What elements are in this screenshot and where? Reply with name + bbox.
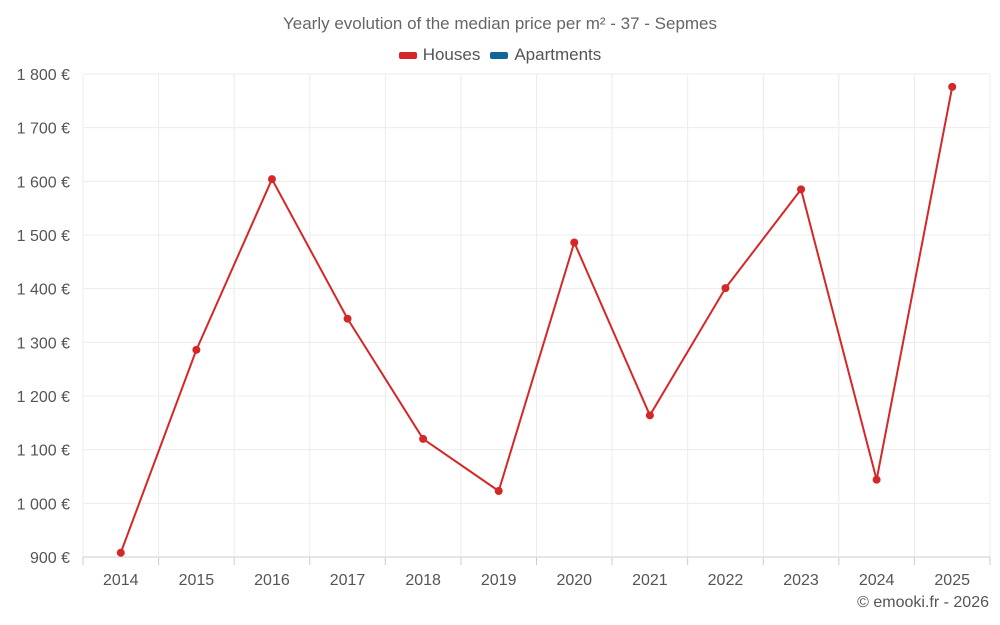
series-line-houses [119, 86, 954, 554]
y-tick-label: 1 300 € [17, 335, 70, 352]
data-point-houses [872, 475, 881, 484]
legend-item-apartments[interactable]: Apartments [490, 45, 601, 65]
x-tick-label: 2015 [179, 572, 215, 589]
data-point-houses [419, 434, 428, 443]
data-point-houses [494, 486, 503, 495]
legend-swatch-apartments [490, 51, 509, 59]
x-tick-label: 2014 [103, 572, 139, 589]
chart-title: Yearly evolution of the median price per… [282, 14, 718, 33]
x-tick-label: 2023 [783, 572, 819, 589]
y-tick-label: 1 700 € [17, 121, 70, 138]
data-point-houses [343, 314, 352, 323]
data-point-houses [645, 411, 654, 420]
legend-label-apartments: Apartments [514, 45, 602, 64]
y-tick-label: 1 600 € [17, 174, 70, 191]
y-tick-label: 1 200 € [17, 389, 70, 406]
x-tick-label: 2020 [556, 572, 592, 589]
credit-text: © emooki.fr - 2026 [857, 594, 989, 611]
data-point-houses [797, 185, 806, 194]
y-tick-label: 1 500 € [17, 228, 70, 245]
legend-item-houses[interactable]: Houses [398, 45, 481, 65]
y-tick-label: 1 800 € [17, 67, 70, 84]
y-tick-label: 1 400 € [17, 282, 70, 299]
x-tick-label: 2025 [934, 572, 970, 589]
legend-swatch-houses [398, 51, 417, 59]
x-tick-label: 2016 [254, 572, 290, 589]
data-point-houses [116, 548, 125, 557]
data-point-houses [192, 345, 201, 354]
x-tick-label: 2022 [708, 572, 744, 589]
y-tick-label: 1 100 € [17, 443, 70, 460]
data-point-houses [721, 284, 730, 293]
y-tick-label: 900 € [30, 550, 70, 567]
y-tick-label: 1 000 € [17, 496, 70, 513]
data-point-houses [948, 82, 957, 91]
x-tick-label: 2018 [405, 572, 441, 589]
x-tick-label: 2021 [632, 572, 668, 589]
legend: Houses Apartments [0, 45, 1000, 65]
data-point-houses [267, 175, 276, 184]
legend-label-houses: Houses [422, 45, 481, 64]
data-point-houses [570, 238, 579, 247]
x-tick-label: 2017 [330, 572, 366, 589]
x-tick-label: 2024 [859, 572, 895, 589]
x-tick-label: 2019 [481, 572, 517, 589]
